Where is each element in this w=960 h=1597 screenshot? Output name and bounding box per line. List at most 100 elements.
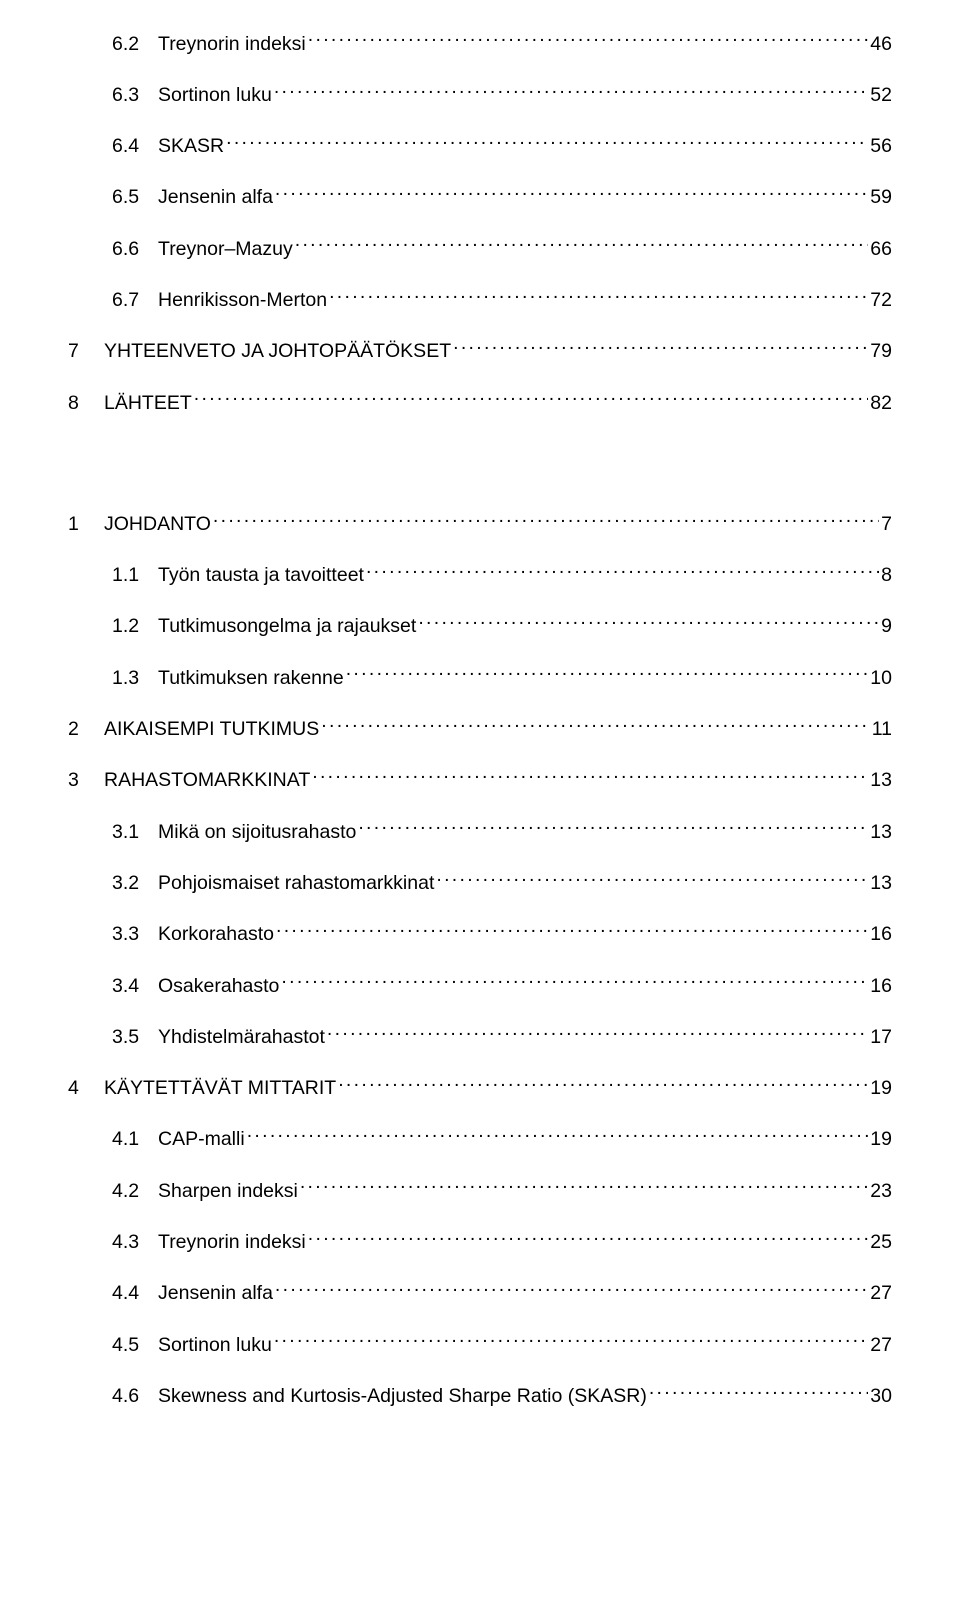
toc-entry-page: 82 bbox=[870, 390, 892, 417]
toc-entry: 4.3Treynorin indeksi 25 bbox=[68, 1229, 892, 1257]
toc-entry-number: 4.6 bbox=[112, 1383, 158, 1410]
toc-leader-dots bbox=[308, 30, 869, 50]
toc-entry-label: KÄYTETTÄVÄT MITTARIT bbox=[104, 1075, 336, 1102]
toc-entry: 3.2Pohjoismaiset rahastomarkkinat13 bbox=[68, 869, 892, 897]
toc-entry-page: 27 bbox=[870, 1332, 892, 1359]
toc-entry-label: Skewness and Kurtosis-Adjusted Sharpe Ra… bbox=[158, 1383, 647, 1410]
toc-entry-label: Sortinon luku bbox=[158, 82, 272, 109]
toc-leader-dots bbox=[295, 235, 869, 255]
toc-entry: 6.3Sortinon luku 52 bbox=[68, 81, 892, 109]
toc-leader-dots bbox=[436, 869, 868, 889]
toc-entry: 3RAHASTOMARKKINAT13 bbox=[68, 767, 892, 795]
toc-entry-page: 79 bbox=[870, 338, 892, 365]
toc-entry-label: Treynorin indeksi bbox=[158, 1229, 306, 1256]
toc-leader-dots bbox=[358, 818, 868, 838]
toc-entry-page: 10 bbox=[870, 665, 892, 692]
toc-entry-label: Korkorahasto bbox=[158, 921, 274, 948]
toc-entry-number: 6.3 bbox=[112, 82, 158, 109]
toc-entry-page: 46 bbox=[870, 31, 892, 58]
toc-entry: 1.1Työn tausta ja tavoitteet 8 bbox=[68, 562, 892, 590]
toc-entry: 4.4Jensenin alfa 27 bbox=[68, 1280, 892, 1308]
toc-entry-label: JOHDANTO bbox=[104, 511, 211, 538]
toc-entry-number: 4.3 bbox=[112, 1229, 158, 1256]
toc-entry-label: LÄHTEET bbox=[104, 390, 192, 417]
toc-entry-page: 52 bbox=[870, 82, 892, 109]
toc-entry-number: 7 bbox=[68, 338, 104, 365]
toc-entry-page: 9 bbox=[881, 613, 892, 640]
toc-entry-number: 2 bbox=[68, 716, 104, 743]
toc-leader-dots bbox=[275, 1280, 868, 1300]
toc-entry-number: 1.2 bbox=[112, 613, 158, 640]
toc-entry-number: 4 bbox=[68, 1075, 104, 1102]
toc-entry-number: 3.2 bbox=[112, 870, 158, 897]
toc-entry: 6.6Treynor–Mazuy66 bbox=[68, 235, 892, 263]
toc-entry-number: 6.7 bbox=[112, 287, 158, 314]
toc-entry-number: 1.1 bbox=[112, 562, 158, 589]
toc-leader-dots bbox=[338, 1075, 868, 1095]
toc-entry: 1.3Tutkimuksen rakenne10 bbox=[68, 664, 892, 692]
toc-leader-dots bbox=[213, 510, 879, 530]
toc-entry-number: 6.2 bbox=[112, 31, 158, 58]
toc-leader-dots bbox=[274, 1331, 868, 1351]
toc-leader-dots bbox=[275, 184, 868, 204]
toc-entry-label: Työn tausta ja tavoitteet bbox=[158, 562, 364, 589]
toc-leader-dots bbox=[366, 562, 879, 582]
toc-entry-page: 19 bbox=[870, 1075, 892, 1102]
toc-entry-page: 8 bbox=[881, 562, 892, 589]
toc-entry: 8LÄHTEET82 bbox=[68, 389, 892, 417]
toc-entry-number: 6.5 bbox=[112, 184, 158, 211]
toc-entry-number: 4.1 bbox=[112, 1126, 158, 1153]
toc-entry: 3.4Osakerahasto16 bbox=[68, 972, 892, 1000]
toc-entry-label: RAHASTOMARKKINAT bbox=[104, 767, 310, 794]
toc-leader-dots bbox=[274, 81, 868, 101]
toc-entry: 7YHTEENVETO JA JOHTOPÄÄTÖKSET 79 bbox=[68, 338, 892, 366]
toc-entry: 3.1Mikä on sijoitusrahasto 13 bbox=[68, 818, 892, 846]
toc-entry-label: Jensenin alfa bbox=[158, 184, 273, 211]
toc-entry-label: Sharpen indeksi bbox=[158, 1178, 298, 1205]
toc-leader-dots bbox=[281, 972, 868, 992]
toc-leader-dots bbox=[321, 716, 869, 736]
toc-entry-page: 11 bbox=[872, 716, 892, 743]
toc-entry-page: 27 bbox=[870, 1280, 892, 1307]
toc-entry-label: Mikä on sijoitusrahasto bbox=[158, 819, 356, 846]
toc-entry-page: 13 bbox=[870, 767, 892, 794]
toc-leader-dots bbox=[418, 613, 879, 633]
toc-leader-dots bbox=[194, 389, 869, 409]
toc-entry-page: 66 bbox=[870, 236, 892, 263]
toc-entry-label: Treynorin indeksi bbox=[158, 31, 306, 58]
toc-entry-number: 3.5 bbox=[112, 1024, 158, 1051]
toc-entry-label: Jensenin alfa bbox=[158, 1280, 273, 1307]
toc-entry-page: 30 bbox=[870, 1383, 892, 1410]
toc-entry-label: YHTEENVETO JA JOHTOPÄÄTÖKSET bbox=[104, 338, 451, 365]
toc-entry-number: 3.1 bbox=[112, 819, 158, 846]
toc-leader-dots bbox=[276, 921, 868, 941]
toc-entry: 6.2Treynorin indeksi 46 bbox=[68, 30, 892, 58]
toc-entry-number: 1 bbox=[68, 511, 104, 538]
toc-leader-dots bbox=[453, 338, 868, 358]
toc-entry-label: CAP-malli bbox=[158, 1126, 245, 1153]
toc-entry-page: 7 bbox=[881, 511, 892, 538]
toc-entry-page: 25 bbox=[870, 1229, 892, 1256]
toc-entry: 3.3Korkorahasto16 bbox=[68, 921, 892, 949]
toc-entry-label: SKASR bbox=[158, 133, 224, 160]
toc-entry-page: 17 bbox=[870, 1024, 892, 1051]
toc-entry: 4.5Sortinon luku 27 bbox=[68, 1331, 892, 1359]
toc-entry-page: 13 bbox=[870, 819, 892, 846]
toc-entry: 1.2Tutkimusongelma ja rajaukset9 bbox=[68, 613, 892, 641]
toc-entry: 3.5Yhdistelmärahastot 17 bbox=[68, 1023, 892, 1051]
toc-entry-number: 4.4 bbox=[112, 1280, 158, 1307]
toc-entry-page: 13 bbox=[870, 870, 892, 897]
toc-entry: 2AIKAISEMPI TUTKIMUS11 bbox=[68, 716, 892, 744]
toc-entry-number: 4.5 bbox=[112, 1332, 158, 1359]
toc-entry-page: 16 bbox=[870, 973, 892, 1000]
toc-entry-number: 3.3 bbox=[112, 921, 158, 948]
toc-entry: 6.4SKASR56 bbox=[68, 133, 892, 161]
toc-entry-label: Henrikisson-Merton bbox=[158, 287, 327, 314]
toc-entry-label: Yhdistelmärahastot bbox=[158, 1024, 325, 1051]
toc-entry: 4.6Skewness and Kurtosis-Adjusted Sharpe… bbox=[68, 1382, 892, 1410]
toc-entry-number: 1.3 bbox=[112, 665, 158, 692]
toc-entry: 4.2Sharpen indeksi23 bbox=[68, 1177, 892, 1205]
toc-entry-label: Sortinon luku bbox=[158, 1332, 272, 1359]
toc-entry-number: 3.4 bbox=[112, 973, 158, 1000]
toc-entry-page: 56 bbox=[870, 133, 892, 160]
